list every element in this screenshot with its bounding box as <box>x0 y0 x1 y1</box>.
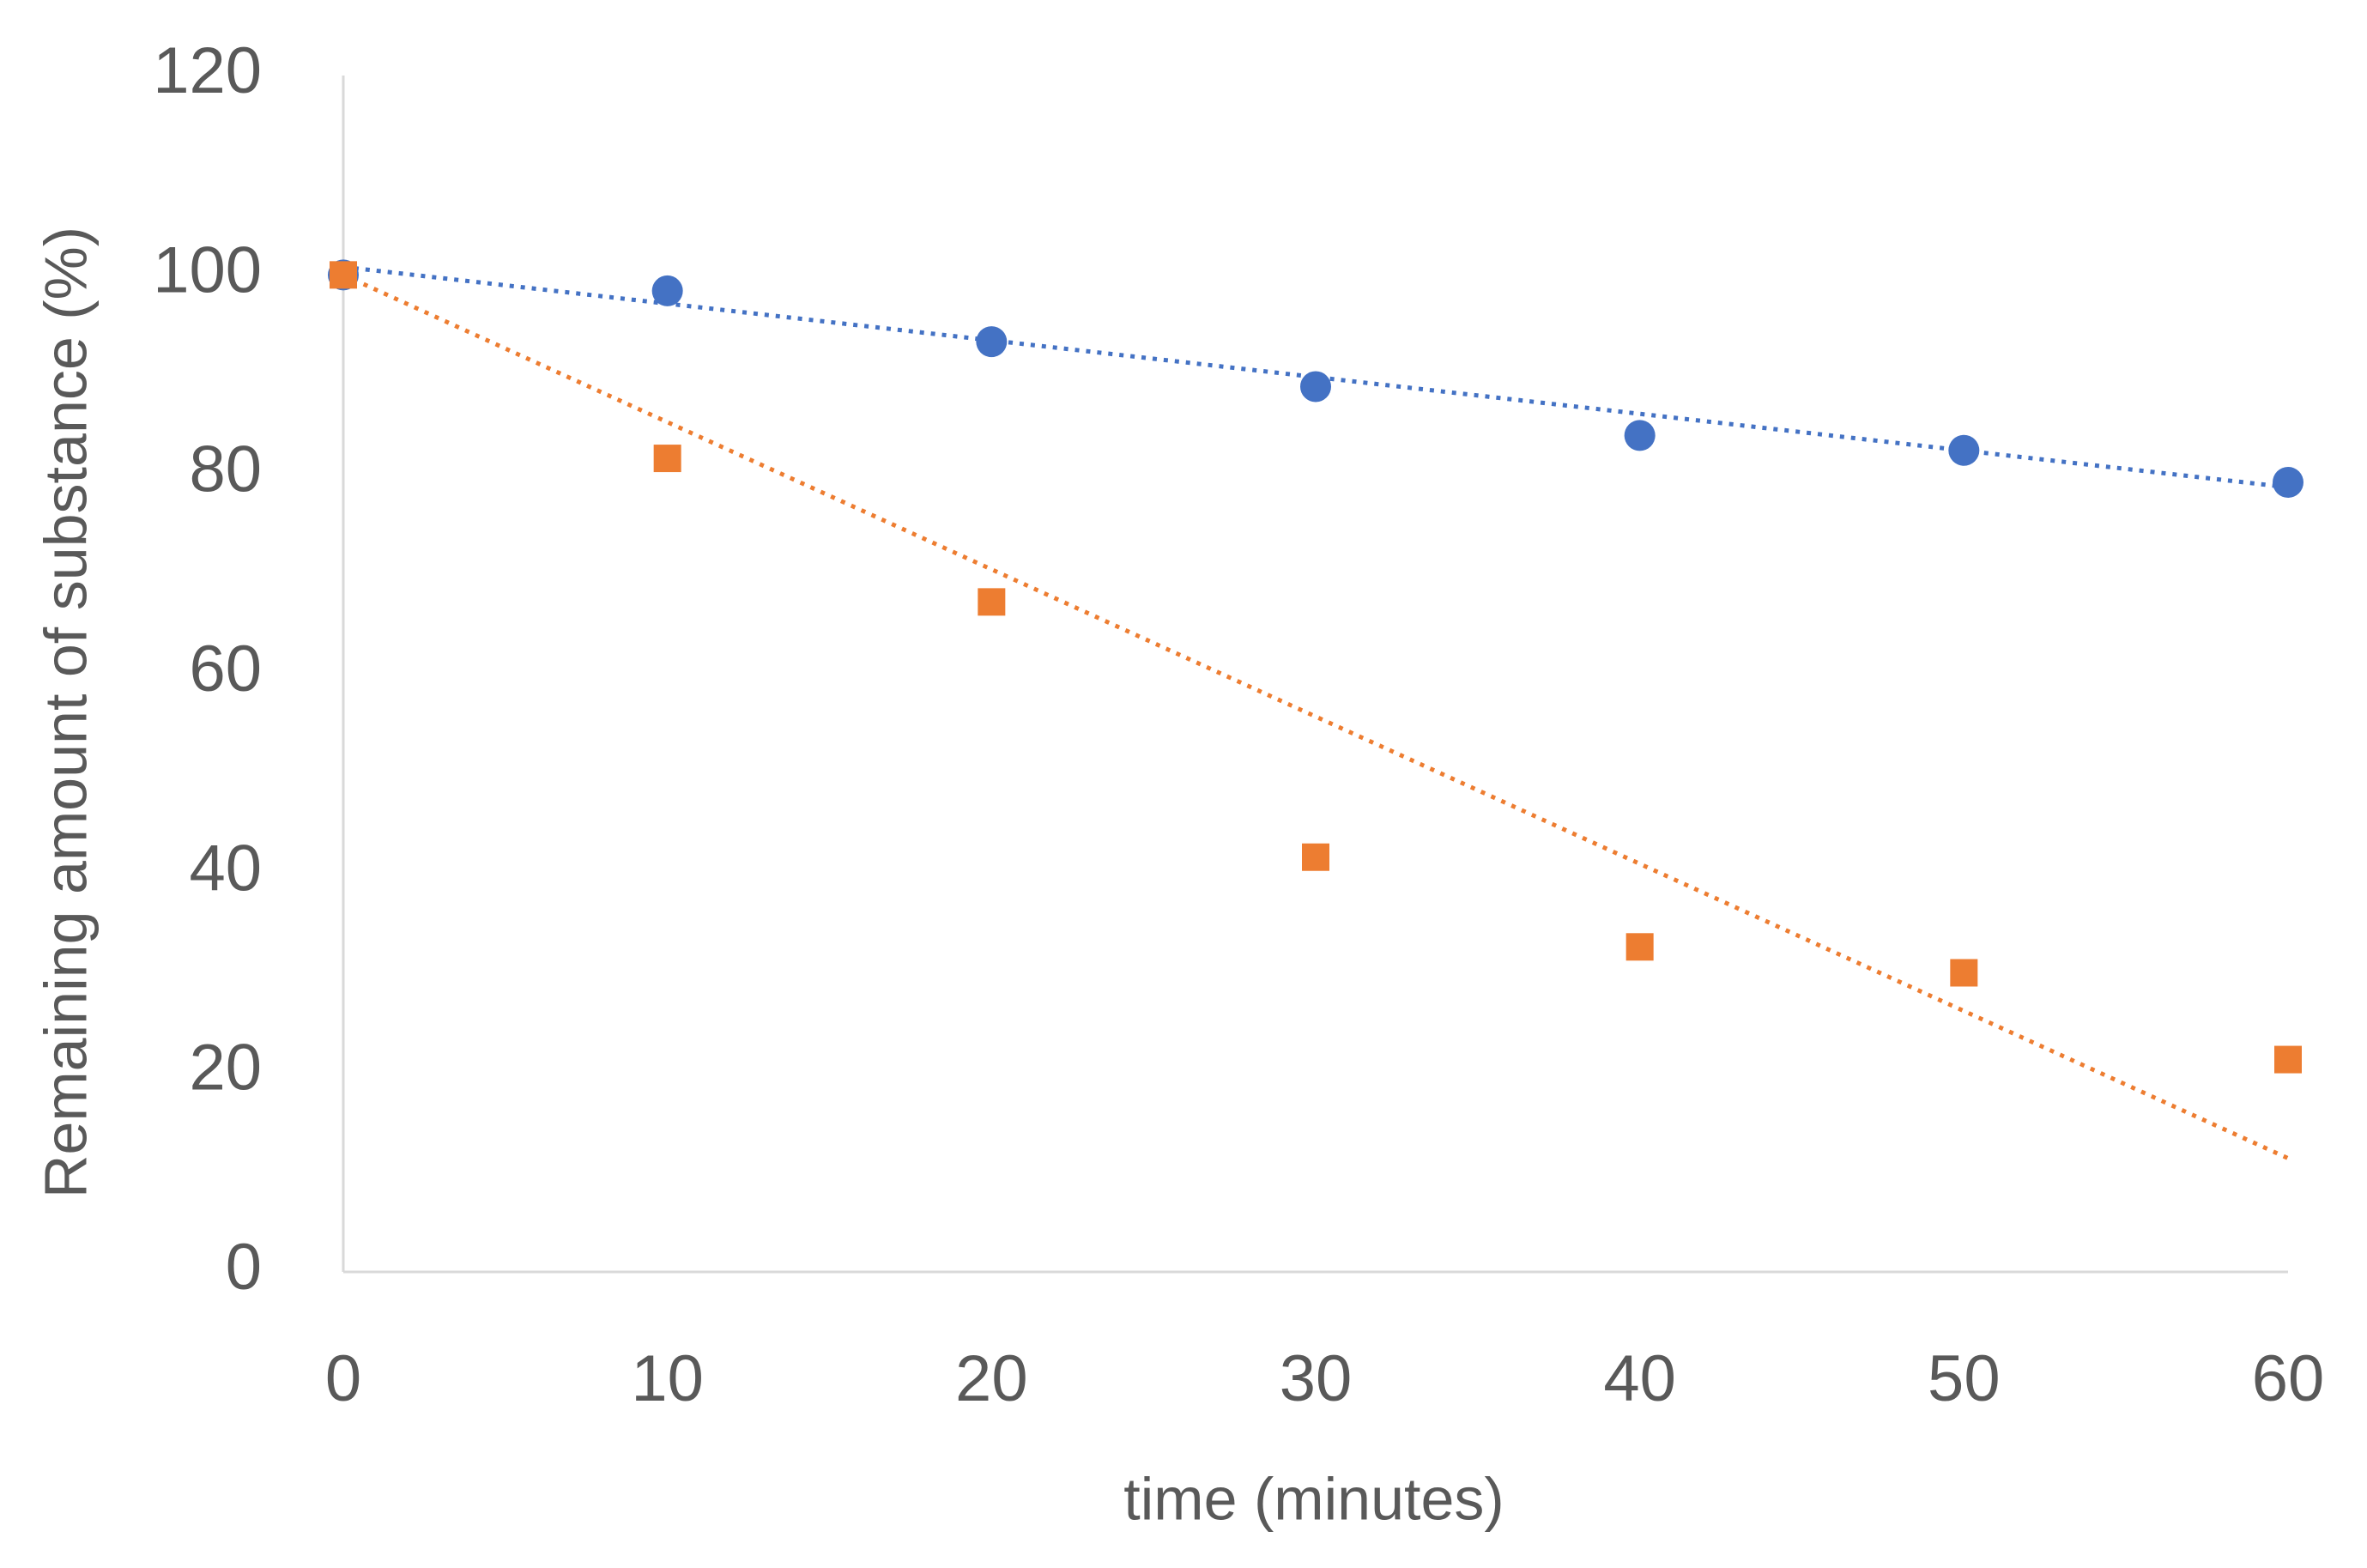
x-tick-label: 10 <box>631 1342 704 1415</box>
y-tick-label: 100 <box>153 233 262 306</box>
y-tick-label: 0 <box>226 1231 262 1304</box>
point <box>978 588 1006 616</box>
point <box>1624 420 1656 451</box>
y-tick-label: 120 <box>153 34 262 107</box>
y-tick-label: 80 <box>189 433 262 506</box>
point <box>2273 466 2303 498</box>
y-tick-label: 20 <box>189 1032 262 1105</box>
point <box>976 326 1008 358</box>
x-axis-title: time (minutes) <box>1123 1465 1504 1532</box>
point <box>1625 933 1654 961</box>
x-tick-label: 20 <box>955 1342 1028 1415</box>
point <box>1302 843 1329 871</box>
point <box>1300 371 1331 403</box>
x-tick-label: 30 <box>1280 1342 1353 1415</box>
point <box>651 275 683 306</box>
x-tick-label: 0 <box>325 1342 361 1415</box>
point <box>330 261 357 289</box>
point <box>2274 1045 2302 1074</box>
point <box>1950 959 1978 987</box>
point <box>653 445 681 473</box>
x-tick-label: 50 <box>1928 1342 2001 1415</box>
point <box>1948 434 1980 466</box>
y-tick-label: 40 <box>189 832 262 905</box>
x-tick-label: 40 <box>1603 1342 1676 1415</box>
y-axis-title: Remaining amount of substance (%) <box>32 227 99 1198</box>
trendline <box>342 273 2290 1160</box>
y-tick-label: 60 <box>189 633 262 705</box>
x-tick-label: 60 <box>2252 1342 2325 1415</box>
